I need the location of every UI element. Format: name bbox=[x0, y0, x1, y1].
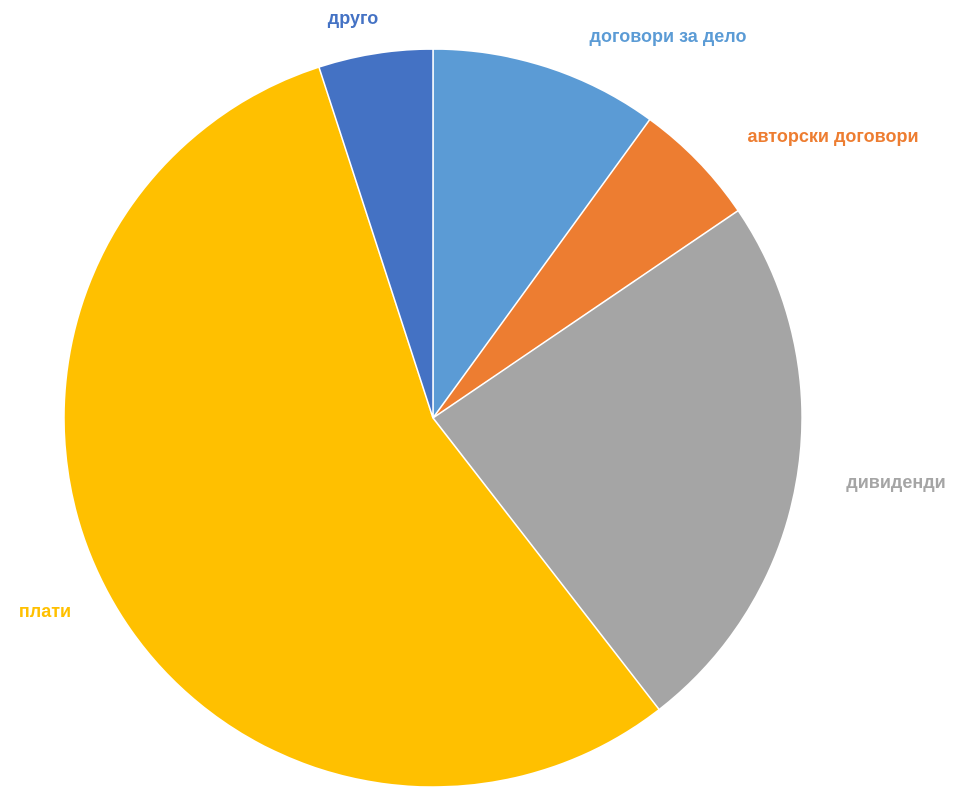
slice-label: договори за дело bbox=[590, 26, 747, 46]
slice-label: друго bbox=[328, 8, 378, 28]
pie-slice bbox=[318, 48, 434, 419]
slice-label: авторски договори bbox=[747, 126, 918, 146]
pie-slice bbox=[431, 209, 803, 711]
pie-slice bbox=[63, 66, 661, 788]
slice-label: плати bbox=[19, 601, 71, 621]
pie-slice bbox=[432, 48, 651, 421]
slice-label: дивиденди bbox=[846, 472, 945, 492]
